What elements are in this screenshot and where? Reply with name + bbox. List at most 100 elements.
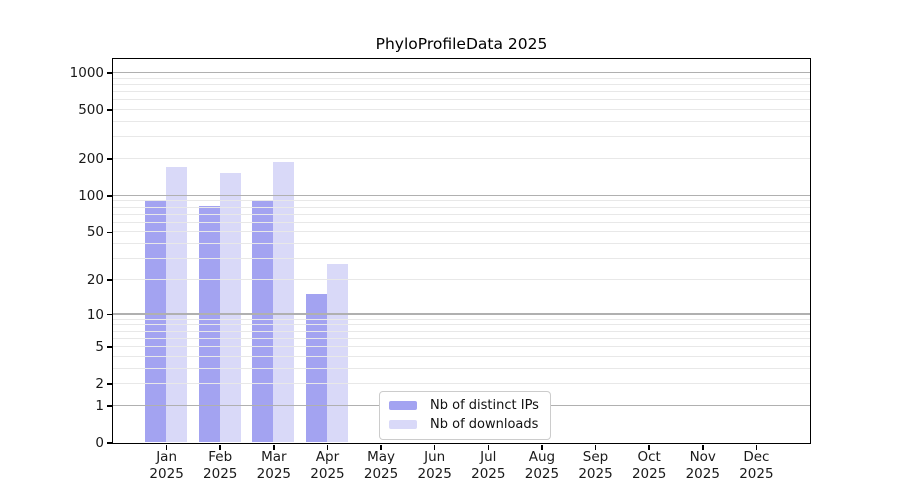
minor-gridline xyxy=(112,318,810,320)
x-tick-year: 2025 xyxy=(471,465,506,482)
x-tick-label: Oct 2025 xyxy=(617,449,681,482)
legend-swatch xyxy=(389,401,417,410)
y-tick-mark xyxy=(106,383,112,385)
x-tick-mark xyxy=(165,444,168,450)
legend-item: Nb of distinct IPs xyxy=(389,398,539,413)
minor-gridline xyxy=(112,157,810,159)
y-tick-label: 0 xyxy=(95,435,104,451)
bar-distinct-ips-mar xyxy=(252,200,274,443)
legend-swatch xyxy=(389,420,417,429)
minor-gridline xyxy=(112,324,810,326)
y-tick-label: 10 xyxy=(86,306,104,323)
minor-gridline xyxy=(112,213,810,215)
y-tick-mark xyxy=(106,72,112,74)
y-tick-label: 50 xyxy=(86,224,104,241)
x-tick-mark xyxy=(326,444,329,450)
x-tick-month: Feb xyxy=(208,449,233,465)
x-tick-label: Dec 2025 xyxy=(724,449,788,482)
legend: Nb of distinct IPs Nb of downloads xyxy=(379,391,551,440)
minor-gridline xyxy=(112,355,810,357)
x-tick-year: 2025 xyxy=(631,465,667,482)
minor-gridline xyxy=(112,383,810,385)
minor-gridline xyxy=(112,367,810,369)
x-tick-mark xyxy=(433,444,436,450)
y-tick-label: 1 xyxy=(95,397,104,414)
x-tick-month: Mar xyxy=(261,449,287,465)
bar-distinct-ips-jan xyxy=(145,200,167,443)
minor-gridline xyxy=(112,330,810,332)
bar-downloads-feb xyxy=(219,173,241,443)
y-tick-label: 200 xyxy=(78,150,104,167)
minor-gridline xyxy=(112,200,810,202)
x-tick-year: 2025 xyxy=(524,465,560,482)
x-tick-month: Apr xyxy=(315,449,340,465)
x-tick-month: Jun xyxy=(424,449,446,465)
x-tick-mark xyxy=(594,444,597,450)
x-tick-label: Nov 2025 xyxy=(671,449,735,482)
x-tick-label: Jul 2025 xyxy=(456,449,520,482)
x-tick-label: Mar 2025 xyxy=(242,449,306,482)
major-gridline xyxy=(112,313,810,315)
minor-gridline xyxy=(112,206,810,208)
y-tick-label: 20 xyxy=(86,271,104,288)
x-tick-year: 2025 xyxy=(203,465,238,482)
x-tick-month: Oct xyxy=(637,449,661,465)
y-tick-mark xyxy=(106,313,112,316)
x-tick-mark xyxy=(273,444,275,450)
y-tick-label: 1000 xyxy=(69,65,104,81)
x-tick-month: Dec xyxy=(743,449,770,465)
x-tick-mark xyxy=(487,444,490,450)
legend-label: Nb of distinct IPs xyxy=(430,398,539,413)
x-tick-mark xyxy=(219,444,221,450)
minor-gridline xyxy=(112,243,810,245)
x-tick-year: 2025 xyxy=(685,465,720,482)
x-tick-year: 2025 xyxy=(149,465,184,482)
minor-gridline xyxy=(112,91,810,93)
x-tick-label: Apr 2025 xyxy=(295,449,359,482)
x-tick-label: Jun 2025 xyxy=(403,449,467,482)
chart-title: PhyloProfileData 2025 xyxy=(375,35,548,53)
legend-label: Nb of downloads xyxy=(430,417,539,432)
x-tick-mark xyxy=(541,444,543,450)
y-tick-mark xyxy=(106,158,112,160)
legend-item: Nb of downloads xyxy=(389,417,539,432)
x-tick-year: 2025 xyxy=(739,465,774,482)
x-tick-mark xyxy=(380,444,382,450)
minor-gridline xyxy=(112,221,810,223)
y-tick-label: 100 xyxy=(78,187,104,204)
x-tick-label: Jan 2025 xyxy=(135,449,199,482)
grid-layer xyxy=(112,59,810,443)
x-tick-year: 2025 xyxy=(417,465,452,482)
y-tick-mark xyxy=(106,231,112,234)
y-tick-mark xyxy=(106,195,112,197)
plot-area xyxy=(111,57,811,444)
bar-downloads-apr xyxy=(326,264,348,443)
y-tick-label: 500 xyxy=(78,102,104,119)
minor-gridline xyxy=(112,337,810,339)
x-tick-mark xyxy=(702,444,704,450)
y-tick-label: 2 xyxy=(95,376,104,393)
y-tick-mark xyxy=(106,442,112,444)
minor-gridline xyxy=(112,136,810,138)
x-tick-year: 2025 xyxy=(256,465,292,482)
y-tick-label: 5 xyxy=(95,339,104,356)
x-tick-month: Jan xyxy=(156,449,178,465)
x-tick-year: 2025 xyxy=(578,465,613,482)
x-tick-label: May 2025 xyxy=(349,449,413,482)
x-tick-month: Nov xyxy=(689,449,716,465)
x-tick-month: Aug xyxy=(528,449,556,465)
minor-gridline xyxy=(112,346,810,348)
x-tick-year: 2025 xyxy=(363,465,399,482)
x-tick-month: May xyxy=(367,449,396,465)
major-gridline xyxy=(112,194,810,197)
minor-gridline xyxy=(112,120,810,122)
minor-gridline xyxy=(112,258,810,260)
x-tick-month: Jul xyxy=(480,449,497,465)
y-tick-mark xyxy=(106,109,112,111)
x-tick-mark xyxy=(648,444,650,450)
x-tick-year: 2025 xyxy=(310,465,345,482)
x-tick-label: Aug 2025 xyxy=(510,449,574,482)
minor-gridline xyxy=(112,109,810,111)
bar-downloads-jan xyxy=(166,167,188,443)
